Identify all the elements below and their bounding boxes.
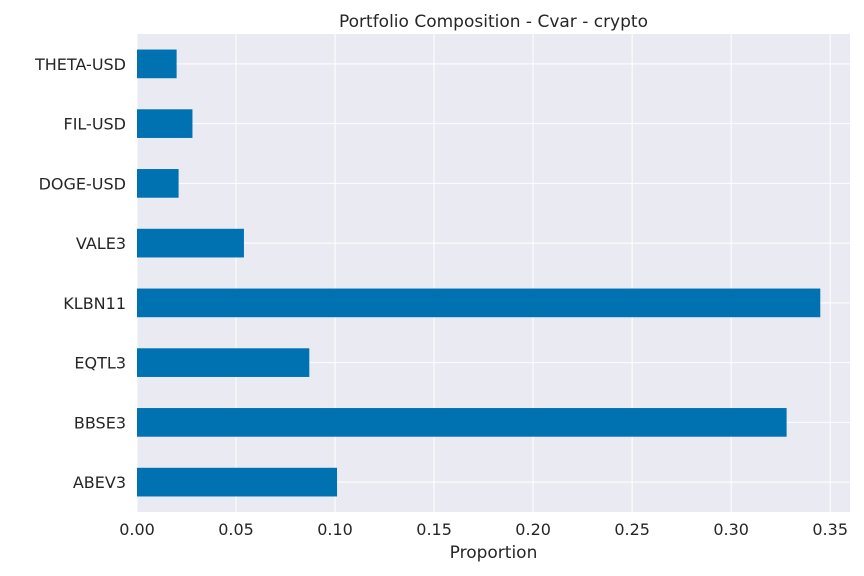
y-tick-label: THETA-USD: [34, 55, 126, 74]
y-tick-label: VALE3: [76, 234, 126, 253]
y-tick-label: DOGE-USD: [39, 174, 126, 193]
x-tick-label: 0.35: [812, 520, 848, 539]
plot-area: [137, 34, 850, 512]
chart-title: Portfolio Composition - Cvar - crypto: [339, 12, 648, 32]
bar-abev3: [137, 467, 338, 497]
bar-doge-usd: [137, 169, 179, 198]
x-tick-labels: 0.00 0.05 0.10 0.15 0.20 0.25 0.30 0.35: [119, 520, 848, 539]
bars: [137, 49, 821, 497]
x-tick-label: 0.25: [614, 520, 650, 539]
bar-eqtl3: [137, 348, 310, 377]
bar-fil-usd: [137, 109, 193, 138]
x-tick-label: 0.20: [515, 520, 551, 539]
bar-klbn11: [137, 288, 821, 318]
bar-bbse3: [137, 408, 787, 437]
x-tick-label: 0.05: [218, 520, 254, 539]
y-tick-label: BBSE3: [74, 413, 126, 432]
x-tick-label: 0.30: [713, 520, 749, 539]
y-tick-label: KLBN11: [63, 294, 126, 313]
x-axis-title: Proportion: [450, 543, 538, 563]
bar-theta-usd: [137, 49, 177, 79]
x-tick-label: 0.10: [317, 520, 353, 539]
y-tick-label: ABEV3: [73, 473, 126, 492]
x-tick-label: 0.00: [119, 520, 155, 539]
y-tick-label: FIL-USD: [63, 115, 126, 134]
y-tick-labels: ABEV3 BBSE3 EQTL3 KLBN11 VALE3 DOGE-USD FIL-US…: [34, 55, 126, 492]
x-tick-label: 0.15: [416, 520, 452, 539]
y-tick-label: EQTL3: [74, 354, 126, 373]
bar-vale3: [137, 228, 244, 258]
